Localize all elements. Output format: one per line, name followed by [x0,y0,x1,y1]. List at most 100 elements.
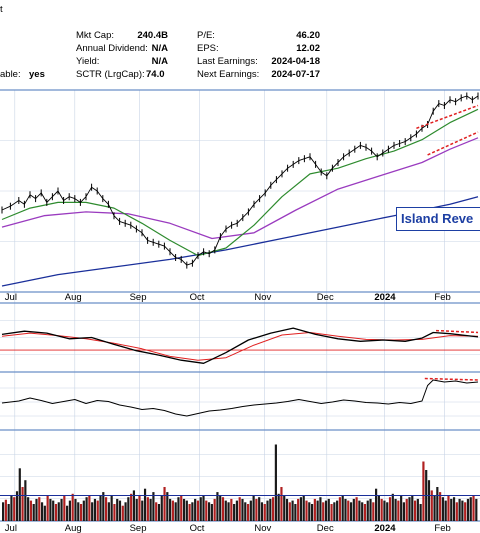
volume-bar-14 [40,502,44,521]
volume-bar-134 [375,488,378,521]
volume-bar-34 [96,500,99,521]
ma-short-line [1,108,479,257]
volume-bar-7 [21,487,24,521]
volume-bar-78 [219,495,222,521]
volume-bar-129 [361,502,364,521]
volume-bar-111 [310,504,314,521]
volume-bar-130 [363,504,367,521]
volume-bar-41 [116,498,119,521]
x-tick-label-0-3: Oct [190,292,205,303]
volume-bar-97 [272,497,275,521]
volume-bar-84 [235,500,238,521]
volume-bar-45 [127,497,130,521]
volume-bar-64 [180,495,183,521]
next-earnings-label: Next Earnings: [197,69,260,80]
volume-bar-54 [152,492,155,521]
island-reversal-annotation: Island Reve [396,207,480,231]
volume-bar-61 [171,500,174,521]
volume-bar-76 [213,498,216,521]
volume-bar-104 [291,500,294,521]
volume-bar-67 [188,504,191,521]
momentum-trendline [424,377,479,381]
volume-bar-27 [77,502,80,521]
volume-bar-22 [63,495,66,521]
x-tick-label-0-2: Sep [130,292,147,303]
volume-bar-9 [27,497,30,521]
volume-bar-112 [313,498,316,521]
volume-bar-118 [330,504,333,521]
last-earnings-value: 2024-04-18 [271,56,320,67]
volume-bar-151 [422,461,425,521]
oscillator-trendline [435,329,479,334]
volume-bar-169 [472,495,475,521]
volume-bar-107 [299,497,303,521]
volume-bar-38 [107,502,110,521]
price-trendline-1 [427,131,479,156]
x-tick-label-1-4: Nov [254,523,271,533]
volume-bar-140 [391,493,394,521]
volume-bar-135 [377,495,380,521]
volume-bar-131 [366,500,369,521]
volume-bar-114 [319,497,322,521]
volume-bar-5 [15,491,19,521]
volume-bar-105 [294,504,297,521]
volume-bar-51 [143,488,147,521]
header-fragment-left: able: [0,69,21,80]
volume-bar-52 [146,497,149,521]
volume-bar-161 [450,498,453,521]
volume-bar-138 [386,502,389,521]
yield-value: N/A [151,56,168,67]
volume-bar-106 [297,498,300,521]
volume-bar-50 [141,500,144,521]
volume-bar-80 [224,500,227,521]
x-tick-label-0-6: 2024 [374,292,396,303]
volume-bar-89 [249,500,252,521]
volume-bar-28 [79,504,83,521]
volume-bar-62 [174,502,177,521]
volume-bar-65 [182,498,186,521]
volume-bar-168 [469,497,472,521]
volume-bar-93 [260,502,264,521]
volume-bar-59 [166,492,169,521]
volume-bar-20 [57,502,60,521]
sctr-label: SCTR (LrgCap): [76,69,145,80]
volume-bar-10 [29,500,33,521]
pe-label: P/E: [197,30,215,41]
volume-bar-110 [308,502,311,521]
x-tick-label-1-2: Sep [130,523,147,533]
x-tick-label-0-0: Jul [5,292,17,303]
x-tick-label-1-5: Dec [317,523,334,533]
volume-bar-91 [255,498,258,521]
x-tick-label-1-6: 2024 [374,523,396,533]
header-fragment-top: t [0,4,3,15]
volume-bar-109 [305,500,308,521]
volume-bar-94 [263,504,266,521]
volume-bar-30 [85,497,88,521]
volume-bar-87 [244,502,247,521]
volume-bar-160 [447,495,450,521]
volume-bar-156 [436,487,439,521]
volume-bar-159 [444,500,447,521]
volume-bar-31 [88,495,91,521]
volume-bar-77 [216,492,219,521]
volume-bar-37 [104,497,108,521]
volume-bar-53 [149,498,152,521]
volume-bar-150 [419,504,422,521]
volume-bar-73 [205,500,208,521]
volume-bar-100 [280,487,283,521]
x-tick-label-0-7: Feb [434,292,450,303]
volume-bar-96 [269,498,272,521]
pe-value: 46.20 [296,30,320,41]
volume-bar-126 [352,498,355,521]
volume-bar-55 [155,502,158,521]
volume-bar-115 [322,502,325,521]
price-line [1,95,479,266]
volume-bar-48 [135,498,138,521]
volume-bar-29 [82,500,85,521]
volume-bar-162 [452,497,456,521]
series-layer [0,92,480,521]
volume-bar-21 [60,498,63,521]
volume-bar-137 [383,500,386,521]
volume-bar-11 [32,504,35,521]
volume-bar-26 [74,498,77,521]
